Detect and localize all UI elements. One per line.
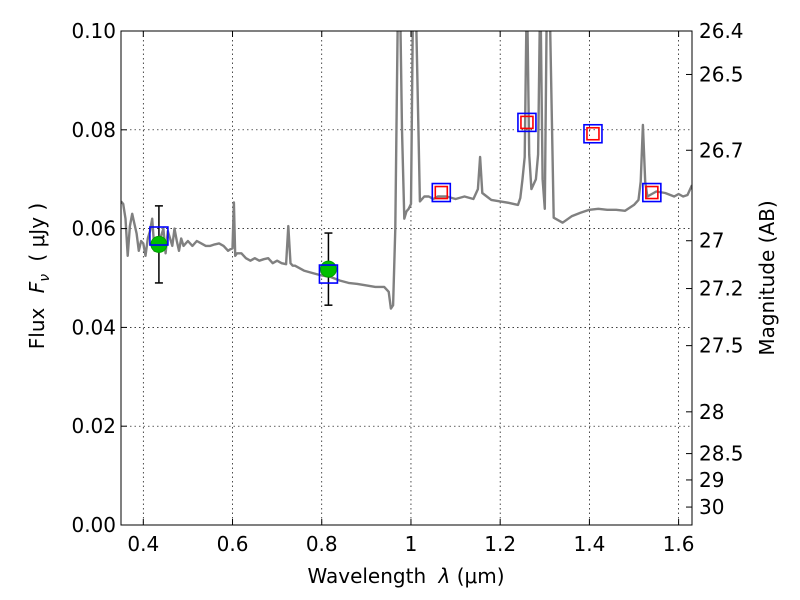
y-axis-label-symbol: F [25,281,49,293]
x-axis-label: Wavelength λ (μm) [307,564,504,588]
axes-frame [120,30,693,526]
x-axis-label-symbol: λ [438,564,451,588]
model-square-red [645,185,659,200]
grid-lines [121,30,692,526]
y-axis-label-unit: ( μJy ) [25,203,49,262]
y-tick-label: 0.06 [71,217,116,241]
y2-tick-label: 28.5 [699,442,744,466]
y-axis-label-text: Flux [25,307,49,349]
y2-tick-label: 26.4 [699,19,744,43]
x-tick-label: 0.6 [217,532,249,556]
y2-axis-label: Magnitude (AB) [755,200,779,355]
spectrum-line [121,31,692,310]
model-square-red [520,115,534,130]
y2-tick-label: 27 [699,229,724,253]
model-square-blue [517,112,537,133]
x-tick-label: 0.8 [306,532,338,556]
x-axis-label-text: Wavelength [307,564,426,588]
x-tick-label: 1.2 [484,532,516,556]
y2-tick-label: 27.5 [699,334,744,358]
x-axis-label-unit: (μm) [457,564,505,588]
x-tick-label: 1.4 [573,532,605,556]
y2-tick-label: 29 [699,468,724,492]
y2-tick-label: 28 [699,400,724,424]
model-square-blue [318,264,339,284]
y-tick-label: 0.02 [71,414,116,438]
model-square-red [586,126,600,141]
model-square-blue [642,182,662,203]
y-tick-label: 0.08 [71,118,116,142]
y2-tick-label: 27.2 [699,277,744,301]
model-square-blue [149,226,169,246]
y2-tick-label: 26.5 [699,62,744,86]
y-axis-label-subscript: ν [37,274,53,282]
y-tick-label: 0.04 [71,315,116,339]
data-point [319,260,337,278]
y2-tick-label: 30 [699,495,724,519]
plot-area [121,31,692,310]
y-tick-label: 0.00 [71,513,116,537]
y-tick-label: 0.10 [71,19,116,43]
axis-ticks: 0.4 0.6 0.8 1 1.2 1.4 1.6 0.00 0.02 0.04 0.06 0.08 0… [71,19,743,556]
y-axis-label: Flux Fν ( μJy ) [25,203,54,349]
x-tick-label: 1 [405,532,418,556]
x-tick-label: 1.6 [663,532,695,556]
model-square-red [434,185,449,200]
model-square-blue [431,182,452,203]
x-tick-label: 0.4 [127,532,159,556]
y2-tick-label: 26.7 [699,138,744,162]
model-square-blue [583,123,603,144]
